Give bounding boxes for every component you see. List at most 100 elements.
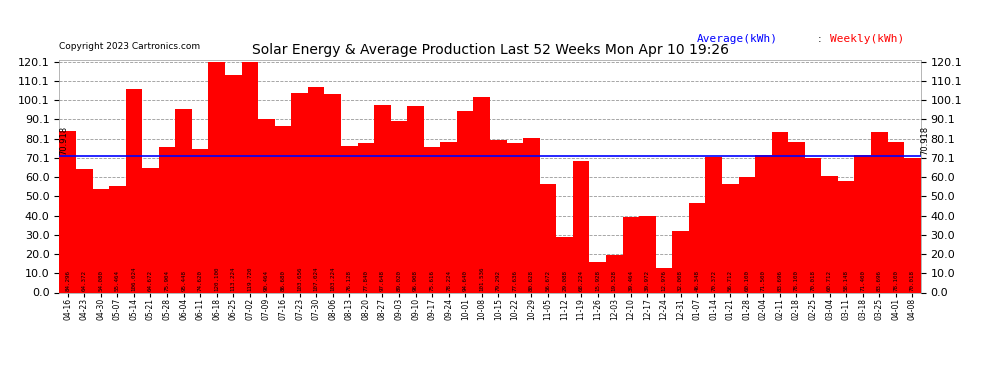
Text: 46.348: 46.348 — [695, 270, 700, 291]
Text: 76.128: 76.128 — [346, 270, 351, 291]
Text: 39.972: 39.972 — [644, 270, 649, 291]
Bar — [308, 87, 325, 292]
Text: 64.372: 64.372 — [82, 270, 87, 291]
Bar — [672, 231, 689, 292]
Bar — [109, 186, 126, 292]
Bar — [854, 155, 871, 292]
Bar — [258, 118, 275, 292]
Bar — [490, 140, 507, 292]
Text: 103.656: 103.656 — [297, 266, 302, 291]
Text: 56.672: 56.672 — [545, 270, 550, 291]
Bar — [838, 181, 854, 292]
Text: 54.080: 54.080 — [98, 270, 103, 291]
Text: 78.224: 78.224 — [446, 270, 451, 291]
Bar — [805, 158, 822, 292]
Bar — [242, 63, 258, 292]
Bar — [143, 168, 158, 292]
Bar — [225, 75, 242, 292]
Bar — [275, 126, 291, 292]
Bar — [126, 89, 143, 292]
Bar — [788, 142, 805, 292]
Text: 12.976: 12.976 — [661, 270, 666, 291]
Bar — [209, 62, 225, 292]
Text: 78.100: 78.100 — [794, 270, 799, 291]
Bar — [722, 183, 739, 292]
Text: 94.640: 94.640 — [462, 270, 467, 291]
Bar — [655, 268, 672, 292]
Text: 70.372: 70.372 — [711, 270, 716, 291]
Text: 74.620: 74.620 — [198, 270, 203, 291]
Text: 77.636: 77.636 — [513, 270, 518, 291]
Text: 75.616: 75.616 — [430, 270, 435, 291]
Bar — [92, 189, 109, 292]
Text: 68.224: 68.224 — [578, 270, 584, 291]
Text: 89.020: 89.020 — [396, 270, 402, 291]
Text: 60.712: 60.712 — [827, 270, 833, 291]
Bar — [755, 155, 771, 292]
Bar — [573, 161, 589, 292]
Bar — [540, 184, 556, 292]
Bar — [556, 237, 573, 292]
Bar — [175, 109, 192, 292]
Bar — [523, 138, 540, 292]
Text: 70.918: 70.918 — [59, 126, 68, 155]
Text: 90.464: 90.464 — [264, 270, 269, 291]
Bar — [374, 105, 391, 292]
Text: 15.928: 15.928 — [595, 270, 600, 291]
Bar — [640, 216, 655, 292]
Text: 106.024: 106.024 — [132, 266, 137, 291]
Bar — [606, 255, 623, 292]
Bar — [59, 130, 76, 292]
Text: 113.224: 113.224 — [231, 266, 236, 291]
Title: Solar Energy & Average Production Last 52 Weeks Mon Apr 10 19:26: Solar Energy & Average Production Last 5… — [251, 44, 729, 57]
Text: 103.224: 103.224 — [331, 266, 336, 291]
Text: 71.400: 71.400 — [860, 270, 865, 291]
Text: 60.100: 60.100 — [744, 270, 749, 291]
Text: 83.696: 83.696 — [877, 270, 882, 291]
Text: 70.918: 70.918 — [921, 126, 930, 155]
Text: 86.680: 86.680 — [280, 270, 285, 291]
Bar — [904, 158, 921, 292]
Bar — [158, 147, 175, 292]
Bar — [76, 169, 92, 292]
Text: 71.500: 71.500 — [761, 270, 766, 291]
Text: 96.908: 96.908 — [413, 270, 418, 291]
Text: 64.672: 64.672 — [148, 270, 153, 291]
Bar — [589, 262, 606, 292]
Bar — [291, 93, 308, 292]
Bar — [871, 132, 888, 292]
Text: 119.720: 119.720 — [248, 266, 252, 291]
Text: 80.628: 80.628 — [529, 270, 534, 291]
Bar — [407, 106, 424, 292]
Bar — [507, 143, 523, 292]
Text: Average(kWh): Average(kWh) — [697, 34, 778, 44]
Text: 84.296: 84.296 — [65, 270, 70, 291]
Text: Weekly(kWh): Weekly(kWh) — [831, 34, 905, 44]
Bar — [424, 147, 441, 292]
Text: :: : — [818, 34, 821, 44]
Text: 19.528: 19.528 — [612, 270, 617, 291]
Bar — [391, 122, 407, 292]
Text: 101.536: 101.536 — [479, 266, 484, 291]
Text: 95.448: 95.448 — [181, 270, 186, 291]
Text: 70.018: 70.018 — [910, 270, 915, 291]
Text: 58.148: 58.148 — [843, 270, 848, 291]
Text: 78.100: 78.100 — [893, 270, 898, 291]
Text: 32.008: 32.008 — [678, 270, 683, 291]
Bar — [457, 111, 473, 292]
Bar — [888, 142, 904, 292]
Text: 97.648: 97.648 — [380, 270, 385, 291]
Text: 55.464: 55.464 — [115, 270, 120, 291]
Text: 120.100: 120.100 — [214, 266, 219, 291]
Bar — [623, 217, 640, 292]
Text: 107.024: 107.024 — [314, 266, 319, 291]
Text: 79.292: 79.292 — [496, 270, 501, 291]
Text: Copyright 2023 Cartronics.com: Copyright 2023 Cartronics.com — [59, 42, 201, 51]
Bar — [771, 132, 788, 292]
Bar — [357, 143, 374, 292]
Bar — [441, 142, 457, 292]
Bar — [341, 146, 357, 292]
Bar — [706, 157, 722, 292]
Bar — [739, 177, 755, 292]
Text: 75.904: 75.904 — [164, 270, 169, 291]
